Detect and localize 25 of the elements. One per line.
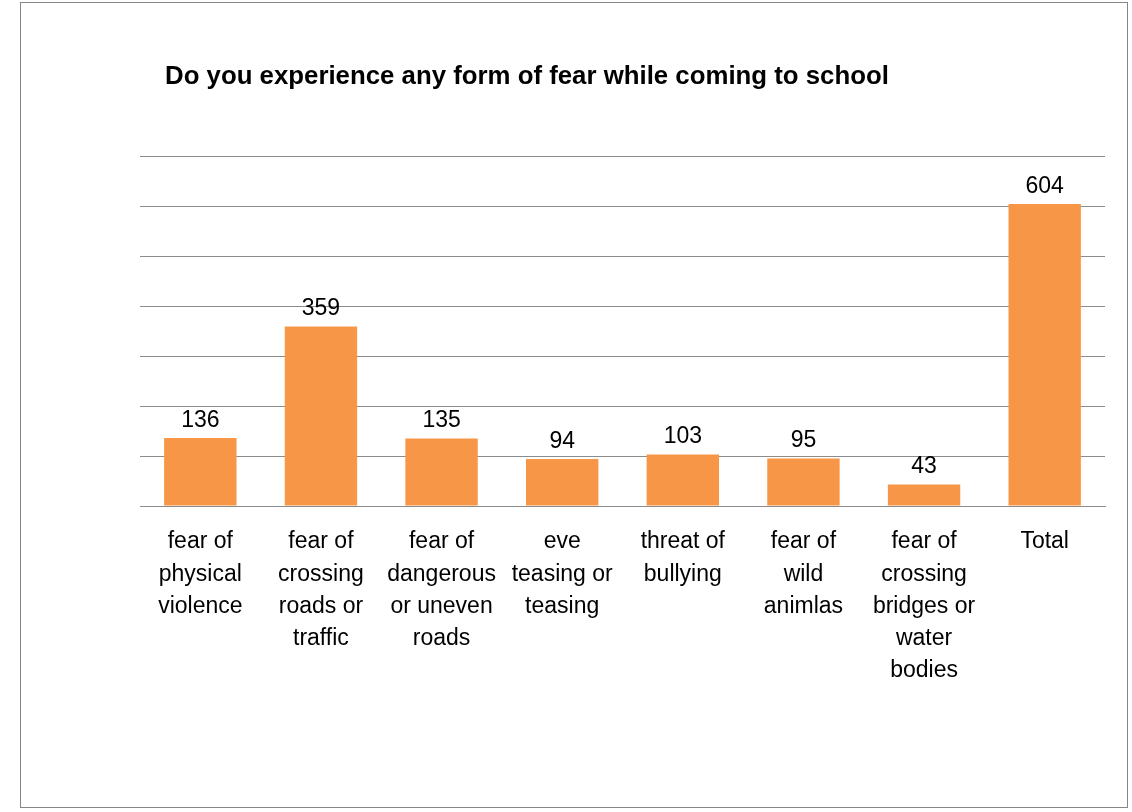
data-label: 136 — [181, 405, 220, 432]
x-tick-label: eve teasing or teasing — [511, 527, 614, 618]
bar — [405, 438, 478, 506]
bar — [284, 326, 358, 506]
data-label: 604 — [1025, 171, 1065, 198]
bar — [646, 454, 719, 506]
bar — [767, 458, 840, 506]
x-tick-label: fear of crossing roads or traffic — [278, 527, 364, 651]
bar — [526, 459, 599, 506]
x-tick-label: Total — [1020, 527, 1069, 554]
chart-title: Do you experience any form of fear while coming to school — [165, 61, 889, 90]
bar — [887, 484, 961, 506]
data-label: 135 — [422, 406, 461, 433]
x-tick-label: fear of dangerous or uneven roads — [387, 527, 496, 651]
bar — [1008, 204, 1081, 506]
x-tick-label: fear of physical violence — [158, 527, 243, 618]
data-label: 95 — [790, 426, 817, 453]
data-label: 94 — [549, 426, 576, 453]
data-label: 43 — [911, 452, 937, 479]
x-tick-label: fear of crossing bridges or water bodies — [872, 527, 976, 683]
x-tick-label: threat of bullying — [640, 527, 726, 586]
x-tick-label: fear of wild animlas — [763, 527, 844, 618]
bar — [164, 438, 237, 506]
data-label: 103 — [663, 422, 702, 449]
data-label: 359 — [301, 294, 341, 321]
